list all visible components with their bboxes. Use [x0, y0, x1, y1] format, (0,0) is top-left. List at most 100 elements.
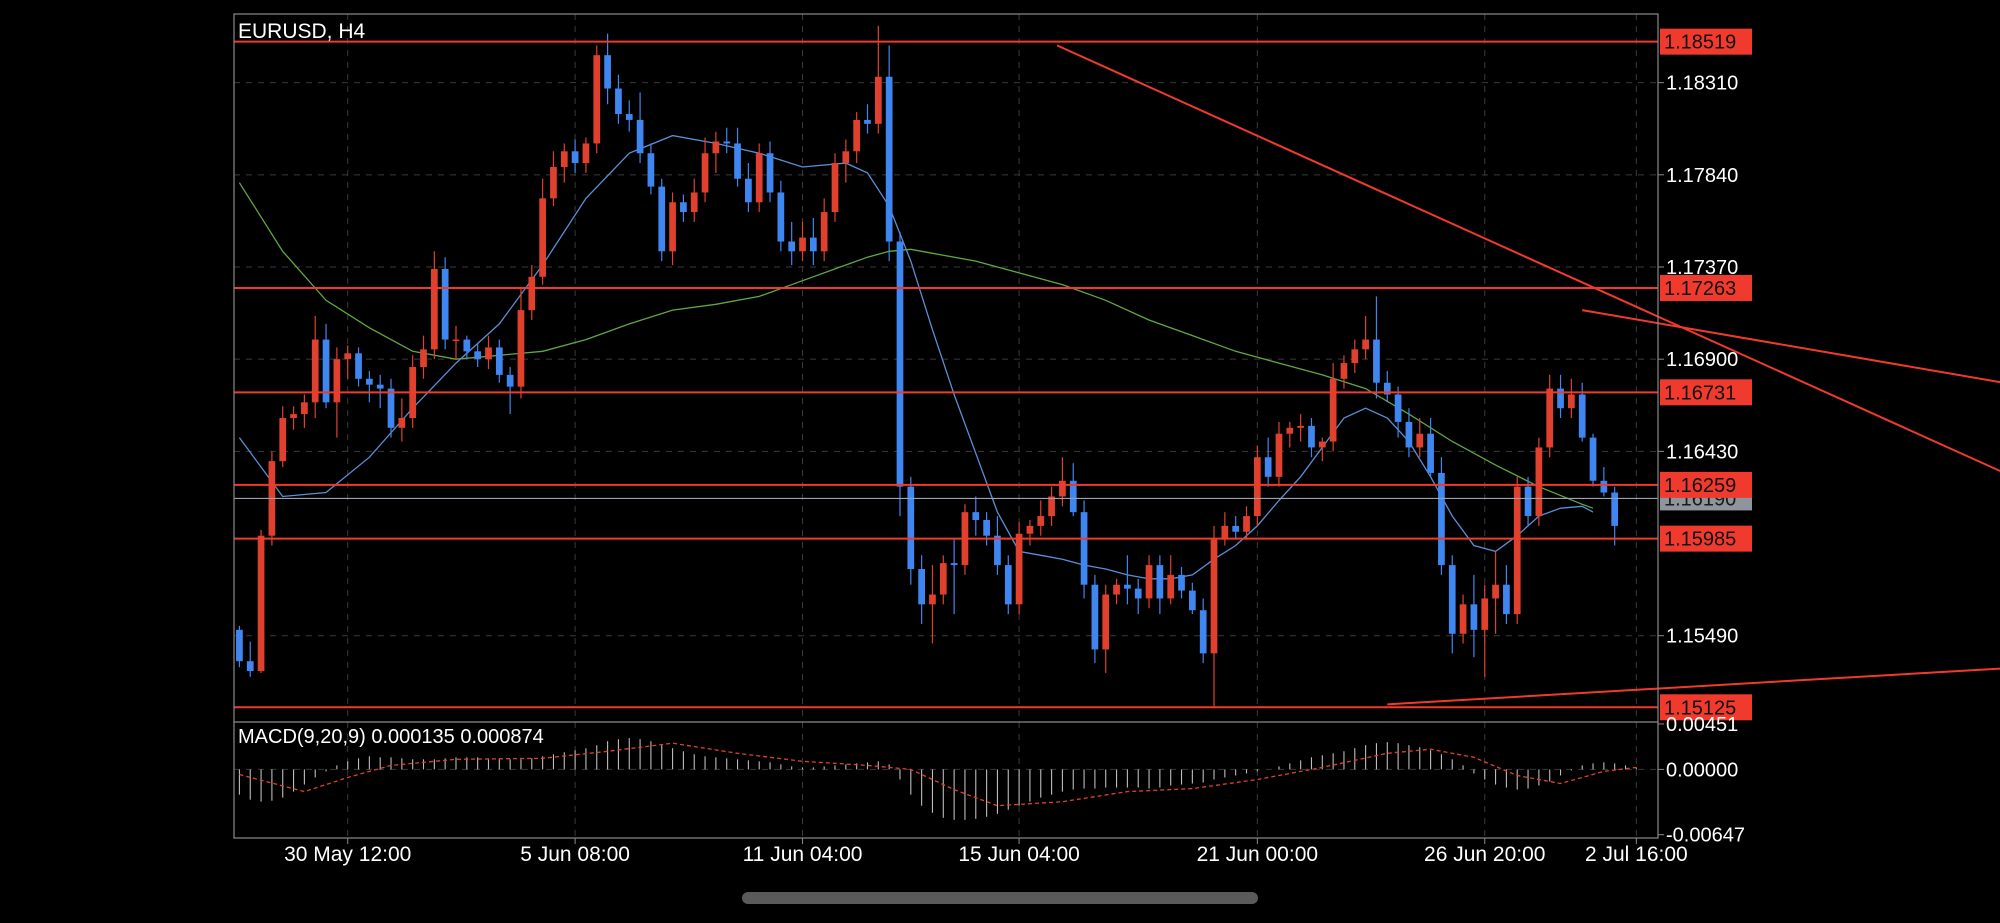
candle-body — [680, 202, 687, 213]
candle-body — [430, 268, 438, 350]
candle-body — [1243, 516, 1250, 532]
candle-body — [301, 402, 308, 415]
candle-body — [1362, 339, 1369, 350]
candle-body — [1329, 378, 1337, 442]
moving-average-slow — [238, 182, 1594, 509]
candle-body — [376, 384, 384, 389]
macd-tick-label: -0.00647 — [1666, 825, 1745, 847]
candle-body — [1059, 480, 1066, 497]
price-level-label: 1.15985 — [1664, 529, 1736, 551]
candle-body — [1503, 584, 1510, 615]
candle-body — [441, 268, 449, 340]
candle-body — [1438, 472, 1445, 566]
price-level-badge — [1660, 525, 1752, 552]
candle-body — [1091, 584, 1099, 650]
candle-body — [1557, 388, 1564, 409]
candle-body — [1069, 480, 1077, 513]
candle-body — [1275, 433, 1283, 477]
candle-body — [1600, 480, 1608, 493]
candle-body — [647, 153, 655, 187]
candle-body — [885, 76, 893, 242]
candle-body — [246, 661, 254, 672]
candle-body — [1124, 584, 1131, 589]
price-level-label: 1.16259 — [1664, 475, 1736, 497]
candle-body — [279, 418, 287, 462]
candle-body — [517, 310, 525, 387]
trendline[interactable] — [1387, 667, 2000, 706]
candle-body — [1427, 433, 1434, 473]
trendline[interactable] — [1056, 44, 2000, 482]
candle-body — [723, 141, 731, 144]
candle-body — [1459, 604, 1467, 634]
macd-signal-line — [239, 742, 1637, 807]
price-level-badge — [1660, 694, 1752, 721]
candle-body — [1286, 427, 1294, 434]
candle-body — [1448, 565, 1456, 634]
candle-body — [387, 388, 395, 428]
price-tick-label: 1.17840 — [1666, 165, 1738, 187]
price-tick-label: 1.16900 — [1666, 349, 1738, 371]
candle-body — [420, 349, 427, 368]
candle-body — [1340, 363, 1348, 379]
trendlines[interactable] — [1056, 44, 2000, 706]
candle-body — [1611, 492, 1619, 526]
price-level-badge — [1660, 379, 1752, 406]
candle-body — [1026, 525, 1034, 534]
candle-body — [1297, 425, 1305, 428]
symbol-timeframe-label: EURUSD, H4 — [238, 20, 366, 43]
candle-body — [495, 347, 503, 375]
chart-border — [233, 13, 1659, 839]
price-level-label: 1.18519 — [1664, 32, 1736, 54]
candle-body — [1199, 610, 1207, 654]
candle-body — [1189, 590, 1196, 611]
candle-body — [636, 119, 644, 154]
candle-body — [615, 88, 622, 115]
candle-body — [701, 153, 709, 193]
price-tick-label: 1.16430 — [1666, 441, 1738, 463]
candle-body — [1492, 584, 1499, 599]
candle-body — [939, 563, 947, 595]
candle-body — [528, 276, 536, 311]
candle-body — [344, 353, 352, 360]
candle-body — [571, 151, 579, 164]
candle-body — [1210, 539, 1218, 654]
price-level-label: 1.15125 — [1664, 697, 1736, 719]
candle-body — [809, 237, 817, 252]
time-tick-label: 11 Jun 04:00 — [743, 843, 863, 866]
candle-body — [907, 486, 915, 570]
candle-body — [1004, 565, 1012, 605]
candle-body — [918, 569, 925, 605]
candle-body — [1578, 394, 1586, 438]
candle-body — [1221, 525, 1229, 540]
candle-body — [1513, 486, 1521, 615]
trendline[interactable] — [1582, 309, 2000, 386]
home-indicator[interactable] — [742, 892, 1258, 904]
candle-body — [820, 212, 828, 252]
grid — [234, 14, 1658, 838]
candle-body — [1080, 512, 1088, 585]
candle-body — [1318, 441, 1326, 448]
candle-body — [290, 414, 297, 419]
candle-body — [1383, 382, 1391, 395]
candle-body — [755, 153, 763, 203]
price-level-label: 1.17263 — [1664, 278, 1736, 300]
candle-body — [1253, 457, 1261, 517]
candles — [236, 25, 1619, 709]
candle-body — [236, 629, 243, 662]
candle-body — [604, 55, 611, 89]
price-levels[interactable] — [234, 40, 1658, 709]
moving-averages — [238, 134, 1594, 580]
moving-average-fast — [238, 134, 1594, 580]
candle-body — [777, 192, 785, 242]
candle-body — [745, 178, 752, 203]
candle-body — [766, 153, 774, 193]
price-tick-label: 1.18310 — [1666, 73, 1738, 95]
time-tick-label: 15 Jun 04:00 — [958, 843, 1079, 866]
chart-frame — [233, 13, 1659, 839]
candle-body — [1156, 565, 1164, 599]
candle-body — [1524, 486, 1532, 517]
candle-body — [1351, 349, 1359, 364]
price-level-label: 1.16731 — [1664, 382, 1736, 404]
candle-body — [1113, 584, 1120, 595]
